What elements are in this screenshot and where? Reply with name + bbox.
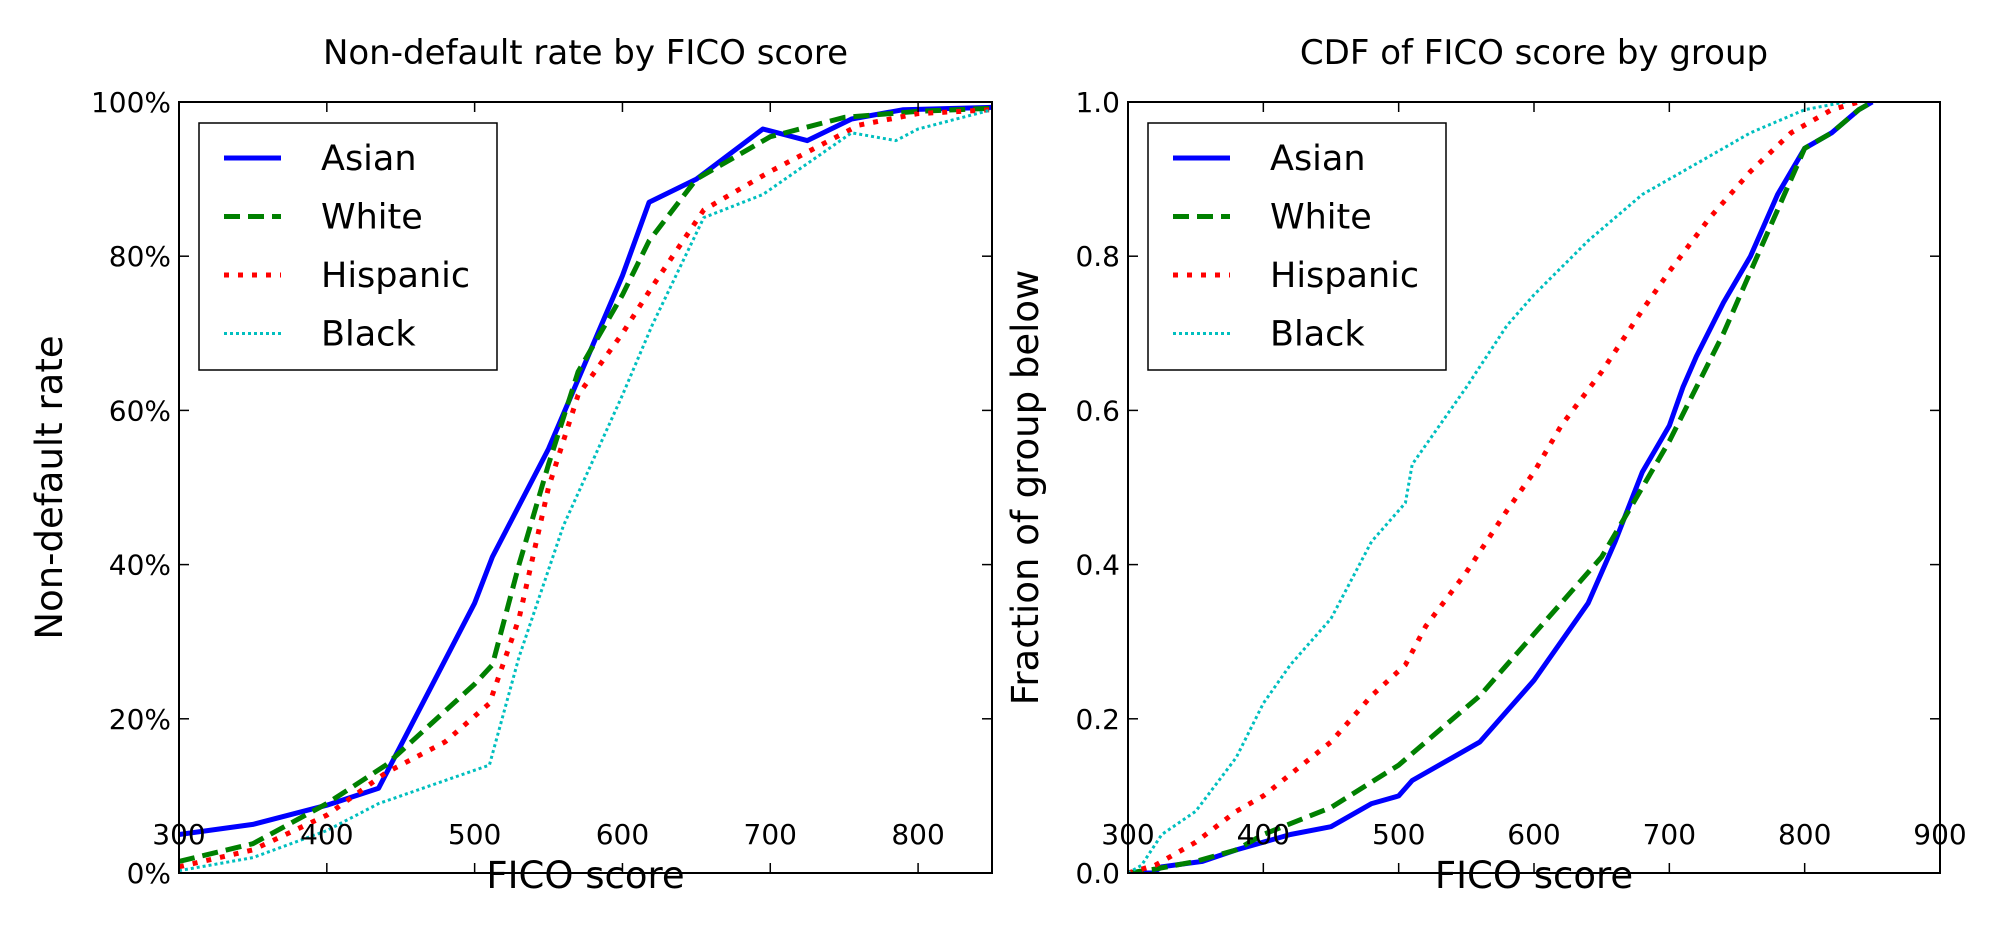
- series-line-black: [1128, 102, 1846, 873]
- series-line-white: [179, 105, 992, 864]
- legend-label: White: [321, 198, 423, 238]
- chart-title: Non-default rate by FICO score: [323, 33, 848, 73]
- legend-label: Hispanic: [321, 256, 470, 296]
- series-line-hispanic: [179, 107, 992, 870]
- series-line-black: [179, 108, 992, 873]
- x-tick-label: 400: [1237, 818, 1290, 851]
- y-tick-label: 1.0: [1075, 86, 1120, 119]
- legend-box: [198, 122, 498, 371]
- x-tick-label: 400: [300, 818, 353, 851]
- legend-label: Hispanic: [1270, 256, 1419, 296]
- y-tick-label: 0.0: [1075, 857, 1120, 890]
- x-axis-label: FICO score: [1435, 854, 1633, 897]
- y-tick-label: 60%: [109, 394, 171, 427]
- y-tick-label: 0%: [127, 857, 171, 890]
- x-tick-label: 800: [1778, 818, 1831, 851]
- y-tick-label: 40%: [109, 549, 171, 582]
- legend-label: Asian: [321, 139, 417, 179]
- legend-label: White: [1270, 198, 1372, 238]
- legend: Asian White Hispanic Black: [198, 122, 498, 371]
- series-line-hispanic: [1128, 102, 1860, 873]
- x-axis-label: FICO score: [486, 854, 684, 897]
- legend-label: Black: [321, 315, 416, 355]
- x-tick-label: 800: [891, 818, 944, 851]
- y-axis-label: Non-default rate: [28, 335, 71, 639]
- y-tick-label: 0.8: [1075, 240, 1120, 273]
- x-tick-label: 500: [448, 818, 501, 851]
- x-tick-label: 700: [744, 818, 797, 851]
- y-axis-label: Fraction of group below: [1004, 270, 1047, 706]
- series-group: [179, 104, 992, 873]
- axes-frame: [178, 101, 993, 874]
- y-tick-label: 20%: [109, 703, 171, 736]
- y-tick-label: 0.6: [1075, 394, 1120, 427]
- legend-label: Asian: [1270, 139, 1366, 179]
- series-line-asian: [179, 104, 992, 837]
- series-group: [1128, 102, 1874, 873]
- x-tick-label: 300: [1101, 818, 1154, 851]
- chart-title: CDF of FICO score by group: [1300, 33, 1768, 73]
- x-tick-label: 700: [1643, 818, 1696, 851]
- legend: Asian White Hispanic Black: [1147, 122, 1447, 371]
- x-tick-label: 600: [1507, 818, 1560, 851]
- x-tick-label: 900: [1913, 818, 1966, 851]
- x-tick-label: 600: [596, 818, 649, 851]
- y-tick-label: 0.4: [1075, 549, 1120, 582]
- chart-panel-1: Non-default rate by FICO score 300 400 500 6…: [28, 33, 993, 897]
- series-line-white: [1128, 102, 1874, 873]
- y-tick-label: 0.2: [1075, 703, 1120, 736]
- x-tick-label: 500: [1372, 818, 1425, 851]
- y-tick-label: 100%: [91, 86, 171, 119]
- x-tick-label: 300: [152, 818, 205, 851]
- series-line-asian: [1128, 102, 1874, 873]
- legend-box: [1147, 122, 1447, 371]
- chart-panel-2: CDF of FICO score by group 300 400 500 600 70…: [1004, 33, 1967, 897]
- y-tick-label: 80%: [109, 240, 171, 273]
- legend-label: Black: [1270, 315, 1365, 355]
